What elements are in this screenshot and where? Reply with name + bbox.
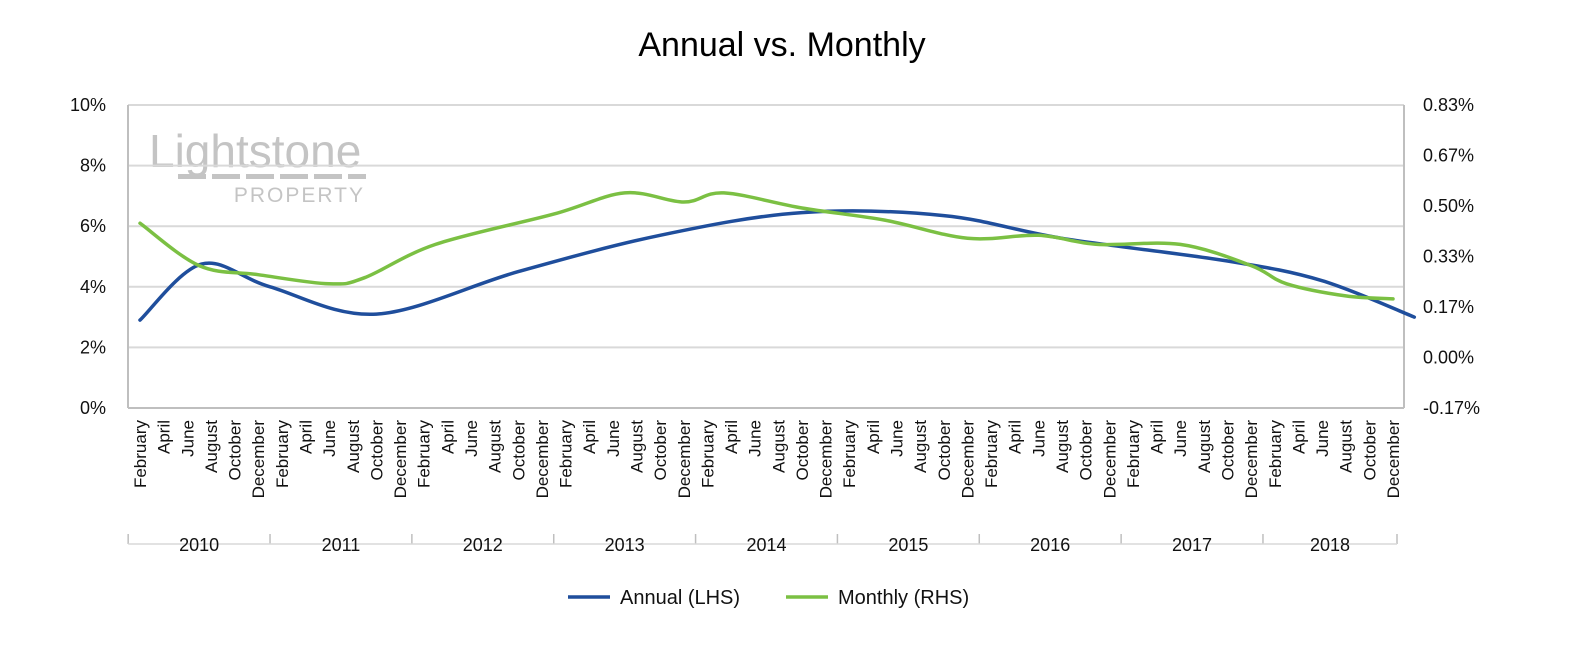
year-label: 2011: [322, 535, 361, 555]
month-label: June: [746, 420, 765, 457]
month-label: June: [888, 420, 907, 457]
month-label: August: [1053, 420, 1072, 473]
legend-annual-label: Annual (LHS): [620, 587, 740, 609]
month-label: April: [155, 420, 174, 454]
year-label: 2018: [1310, 535, 1350, 555]
left-tick-label: 10%: [70, 95, 106, 115]
lightstone-watermark-logo: Lightstone PROPERTY: [149, 125, 366, 207]
left-tick-label: 8%: [80, 156, 106, 176]
month-label: June: [604, 420, 623, 457]
month-label: April: [864, 420, 883, 454]
month-label: April: [580, 420, 599, 454]
month-label: October: [226, 420, 245, 481]
year-label: 2010: [179, 535, 219, 555]
left-tick-label: 6%: [80, 216, 106, 236]
month-label: February: [1124, 420, 1143, 489]
year-label: 2016: [1030, 535, 1070, 555]
month-label: October: [651, 420, 670, 481]
watermark-main-text: Lightstone: [149, 125, 361, 177]
month-label: August: [769, 420, 788, 473]
month-label: June: [178, 420, 197, 457]
right-tick-label: 0.17%: [1423, 297, 1474, 317]
month-label: February: [982, 420, 1001, 489]
year-label: 2017: [1172, 535, 1212, 555]
month-label: April: [1148, 420, 1167, 454]
month-label: December: [249, 420, 268, 499]
month-label: February: [131, 420, 150, 489]
grid-lines: [128, 104, 1404, 409]
watermark-dash: [314, 174, 342, 179]
right-tick-label: 0.33%: [1423, 247, 1474, 267]
month-label: December: [1384, 420, 1403, 499]
month-label: August: [1195, 420, 1214, 473]
month-label: December: [1100, 420, 1119, 499]
right-tick-label: 0.50%: [1423, 196, 1474, 216]
month-label: August: [202, 420, 221, 473]
year-label: 2014: [746, 535, 786, 555]
watermark-dash: [348, 174, 366, 179]
month-label: October: [1360, 420, 1379, 481]
month-label: February: [415, 420, 434, 489]
chart-title: Annual vs. Monthly: [638, 26, 925, 64]
month-label: June: [320, 420, 339, 457]
month-label: February: [698, 420, 717, 489]
month-label: February: [1266, 420, 1285, 489]
right-tick-label: 0.00%: [1423, 348, 1474, 368]
month-label: February: [840, 420, 859, 489]
left-tick-label: 4%: [80, 277, 106, 297]
year-label: 2013: [605, 535, 645, 555]
watermark-sub-text: PROPERTY: [234, 184, 365, 207]
right-axis-tick-labels: -0.17% 0.00% 0.17% 0.33% 0.50% 0.67% 0.83%: [1423, 95, 1480, 418]
month-label: June: [1029, 420, 1048, 457]
watermark-dash: [212, 174, 240, 179]
month-label: June: [1313, 420, 1332, 457]
watermark-dash: [178, 174, 206, 179]
month-label: August: [486, 420, 505, 473]
month-label: December: [958, 420, 977, 499]
right-tick-label: 0.67%: [1423, 146, 1474, 166]
right-tick-label: -0.17%: [1423, 398, 1480, 418]
month-label: October: [509, 420, 528, 481]
month-label: April: [722, 420, 741, 454]
legend: Annual (LHS) Monthly (RHS): [568, 587, 969, 609]
month-label: February: [557, 420, 576, 489]
month-label: August: [1337, 420, 1356, 473]
year-label: 2015: [888, 535, 928, 555]
month-label: April: [1006, 420, 1025, 454]
month-label: December: [391, 420, 410, 499]
month-label: December: [675, 420, 694, 499]
month-label: June: [462, 420, 481, 457]
month-label: February: [273, 420, 292, 489]
monthly-series-line: [138, 190, 1395, 301]
month-label: December: [533, 420, 552, 499]
month-label: October: [793, 420, 812, 481]
axes: [127, 105, 1405, 409]
month-label: April: [1289, 420, 1308, 454]
month-label: August: [627, 420, 646, 473]
left-axis-tick-labels: 0% 2% 4% 6% 8% 10%: [70, 95, 106, 418]
left-tick-label: 0%: [80, 398, 106, 418]
watermark-dash: [246, 174, 274, 179]
month-label: June: [1171, 420, 1190, 457]
month-label: October: [935, 420, 954, 481]
x-axis-year-labels: 2010 2011 2012 2013 2014 2015 2016 2017 2018: [127, 534, 1398, 555]
month-label: April: [296, 420, 315, 454]
month-label: December: [1242, 420, 1261, 499]
series-lines: [138, 190, 1417, 322]
legend-monthly-label: Monthly (RHS): [838, 587, 969, 609]
x-axis-month-labels: February April June August October December Fe…: [131, 420, 1403, 499]
annual-series-line: [138, 209, 1417, 322]
month-label: August: [911, 420, 930, 473]
year-label: 2012: [463, 535, 503, 555]
month-label: August: [344, 420, 363, 473]
month-label: December: [817, 420, 836, 499]
month-label: October: [1077, 420, 1096, 481]
watermark-dash: [280, 174, 308, 179]
month-label: October: [1219, 420, 1238, 481]
month-label: April: [438, 420, 457, 454]
month-label: October: [367, 420, 386, 481]
right-tick-label: 0.83%: [1423, 95, 1474, 115]
left-tick-label: 2%: [80, 337, 106, 357]
